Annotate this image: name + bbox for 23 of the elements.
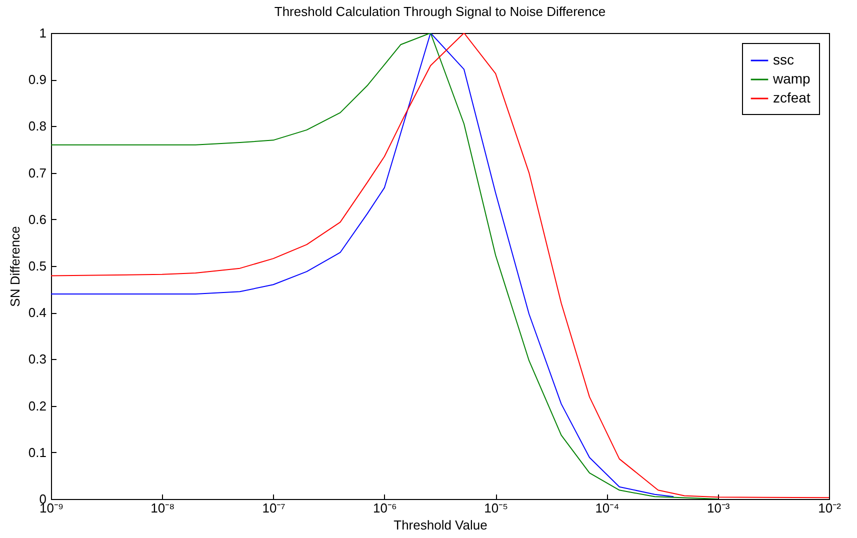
y-tick-label: 1 bbox=[39, 26, 46, 40]
x-tick-label: 10⁻⁷ bbox=[262, 500, 286, 516]
legend-label: ssc bbox=[773, 52, 794, 68]
y-tick-label: 0.7 bbox=[28, 165, 46, 180]
y-tick-label: 0.5 bbox=[28, 258, 46, 274]
x-tick-label: 10⁻⁸ bbox=[150, 500, 175, 516]
y-tick-label: 0.8 bbox=[28, 118, 46, 134]
x-tick-label: 10⁻⁴ bbox=[595, 500, 620, 516]
y-axis-title: SN Difference bbox=[7, 226, 22, 307]
y-tick-label: 0.9 bbox=[28, 72, 46, 88]
y-tick-label: 0.4 bbox=[28, 305, 46, 320]
y-tick-label: 0.2 bbox=[28, 398, 46, 414]
x-tick-label: 10⁻² bbox=[818, 500, 842, 516]
x-axis-title: Threshold Value bbox=[394, 518, 488, 532]
legend-label: wamp bbox=[772, 70, 811, 86]
x-tick-label: 10⁻³ bbox=[706, 500, 730, 516]
y-tick-label: 0.6 bbox=[28, 212, 46, 227]
x-tick-label: 10⁻⁶ bbox=[373, 500, 397, 516]
chart-title: Threshold Calculation Through Signal to Noise Difference bbox=[274, 4, 606, 19]
y-tick-label: 0.3 bbox=[28, 352, 46, 367]
legend-label: zcfeat bbox=[773, 90, 810, 106]
x-tick-label: 10⁻⁵ bbox=[484, 500, 508, 516]
y-tick-label: 0.1 bbox=[28, 444, 46, 460]
